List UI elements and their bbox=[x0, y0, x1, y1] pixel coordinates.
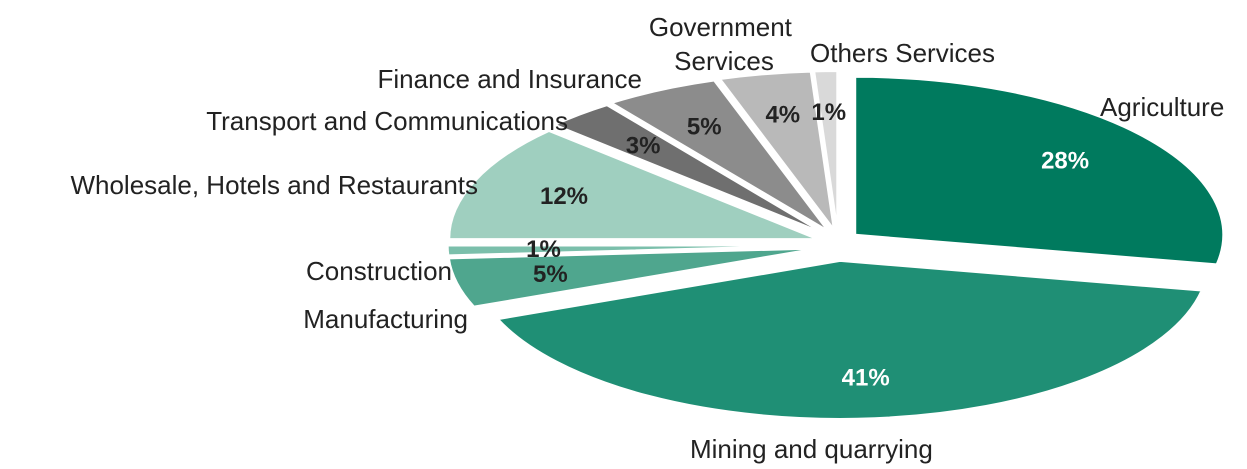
label-others-services: Others Services bbox=[810, 38, 995, 68]
pct-label-agriculture: 28% bbox=[1041, 147, 1089, 174]
label-government-services: Government Services bbox=[649, 12, 799, 76]
pct-label-wholesale-hotels-and-restaurants: 12% bbox=[540, 183, 588, 210]
pct-label-finance-and-insurance: 5% bbox=[687, 114, 722, 141]
pct-label-government-services: 4% bbox=[765, 101, 800, 128]
pct-label-others-services: 1% bbox=[811, 99, 846, 126]
pie-slices bbox=[446, 70, 1225, 420]
slice-transport-and-communications bbox=[552, 104, 824, 234]
label-finance-insurance: Finance and Insurance bbox=[377, 64, 642, 94]
slice-others-services bbox=[813, 70, 839, 230]
slice-construction bbox=[446, 244, 816, 257]
pct-label-transport-and-communications: 3% bbox=[626, 132, 661, 159]
label-transport-communications: Transport and Communications bbox=[206, 106, 568, 136]
category-labels: Agriculture Mining and quarrying Manufac… bbox=[70, 12, 1224, 464]
slice-wholesale-hotels-and-restaurants bbox=[448, 129, 818, 241]
slice-agriculture bbox=[854, 75, 1225, 266]
pct-label-manufacturing: 5% bbox=[533, 261, 568, 288]
label-manufacturing: Manufacturing bbox=[303, 304, 468, 334]
slice-finance-and-insurance bbox=[609, 79, 829, 232]
label-wholesale-hotels-restaurants: Wholesale, Hotels and Restaurants bbox=[70, 170, 478, 200]
label-construction: Construction bbox=[306, 256, 452, 286]
label-agriculture: Agriculture bbox=[1100, 92, 1224, 122]
slice-manufacturing bbox=[447, 247, 817, 308]
pct-label-construction: 1% bbox=[526, 236, 561, 263]
percent-labels: 28%41%5%1%12%3%5% 4% 1% bbox=[526, 99, 1089, 391]
pct-label-mining-and-quarrying: 41% bbox=[842, 364, 890, 391]
slice-mining-and-quarrying bbox=[495, 259, 1204, 420]
label-mining-and-quarrying: Mining and quarrying bbox=[690, 434, 933, 464]
slice-government-services bbox=[718, 70, 835, 230]
